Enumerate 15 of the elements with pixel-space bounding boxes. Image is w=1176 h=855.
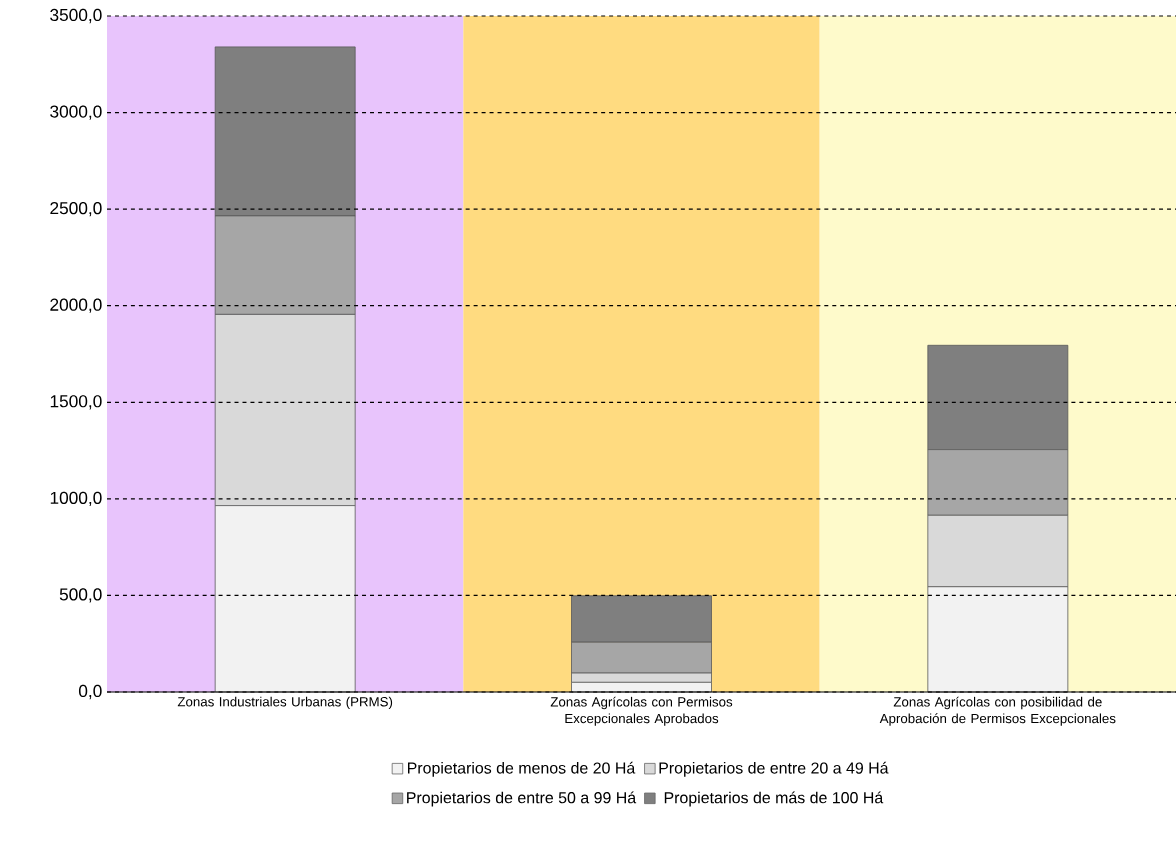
legend-label: Propietarios de menos de 20 Há [408,761,636,777]
y-tick-label: 500,0 [59,588,102,603]
y-tick-label: 0,0 [78,684,102,700]
legend-label: Propietarios de entre 20 a 49 Há [659,761,889,777]
y-tick-label: 1500,0 [50,395,102,410]
x-tick-label: Zonas Industriales Urbanas (PRMS) [177,696,393,710]
legend-label: Propietarios de entre 50 a 99 Há [407,791,637,807]
y-tick-label: 3500,0 [50,8,102,24]
y-tick-label: 1000,0 [50,491,102,506]
y-tick-label: 3000,0 [50,105,102,120]
x-tick-label: Zonas Agrícolas con posibilidad de Aprobación de Permisos Excepcionales [879,696,1116,726]
y-tick-label: 2500,0 [50,202,102,217]
legend-label: Propietarios de más de 100 Há [664,791,884,807]
y-tick-label: 2000,0 [50,298,102,313]
x-tick-label: Zonas Agrícolas con Permisos Excepcionales Aprobados [550,696,733,726]
